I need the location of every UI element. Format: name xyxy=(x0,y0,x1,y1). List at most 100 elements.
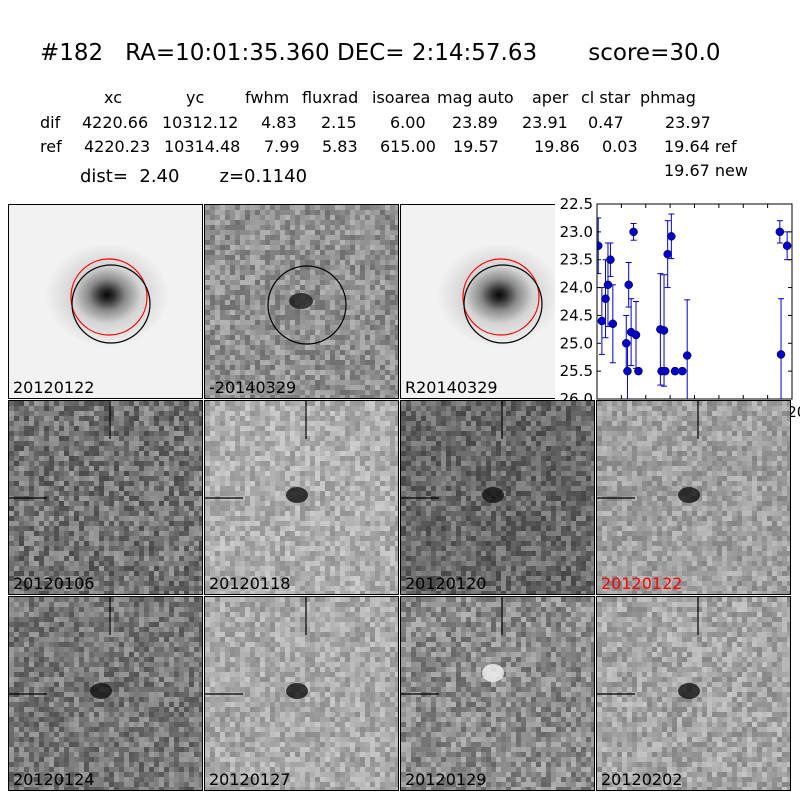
aperture-circle-black xyxy=(267,265,347,345)
table-cell: 23.97 xyxy=(665,113,711,132)
data-point xyxy=(667,232,676,241)
stamp-epoch: 20120202 xyxy=(596,596,791,791)
table-cell: 4.83 xyxy=(261,113,297,132)
stamp-epoch: 20120106 xyxy=(8,400,203,595)
stamp-label: 20120127 xyxy=(209,770,291,789)
stamp-difference: -20140329 xyxy=(204,204,399,399)
crosshair xyxy=(597,597,699,695)
data-point xyxy=(629,227,638,237)
column-header: aper xyxy=(532,88,569,107)
y-tick-label: 24.5 xyxy=(560,306,593,324)
column-header: fluxrad xyxy=(302,88,359,107)
plot-background xyxy=(555,193,800,418)
table-cell: 19.86 xyxy=(534,137,580,156)
table-cell: 5.83 xyxy=(322,137,358,156)
stamp-label: 20120106 xyxy=(13,574,95,593)
noise-image xyxy=(401,597,594,790)
stamp-reference-galaxy: 20120122 xyxy=(8,204,203,399)
stamp-label: 20120129 xyxy=(405,770,487,789)
y-tick-label: 25.5 xyxy=(560,362,593,380)
crosshair xyxy=(401,401,503,499)
table-cell: 4220.23 xyxy=(84,137,151,156)
crosshair xyxy=(205,401,307,499)
light-curve-svg: 22.523.023.524.024.525.025.526.0-2002040… xyxy=(555,193,800,421)
table-cell: 19.57 xyxy=(453,137,499,156)
column-header: yc xyxy=(186,88,205,107)
data-point xyxy=(776,350,786,359)
data-point xyxy=(624,280,633,290)
new-mag-note: 19.67 new xyxy=(664,161,748,180)
data-point xyxy=(597,316,607,326)
table-cell: 6.00 xyxy=(390,113,426,132)
crosshair xyxy=(401,597,503,695)
crosshair xyxy=(9,597,111,695)
stamp-label: 20120118 xyxy=(209,574,291,593)
noise-image xyxy=(205,401,398,594)
data-point xyxy=(606,255,615,264)
noise-image xyxy=(597,597,790,790)
stamp-epoch: 20120120 xyxy=(400,400,595,595)
source-blob xyxy=(286,487,308,503)
table-cell: 0.47 xyxy=(588,113,624,132)
table-cell: 4220.66 xyxy=(82,113,149,132)
y-tick-label: 24.0 xyxy=(560,279,593,297)
noise-image xyxy=(205,205,398,398)
stamp-epoch: 20120124 xyxy=(8,596,203,791)
noise-image xyxy=(9,597,202,790)
column-header: phmag xyxy=(640,88,696,107)
aperture-circle-black xyxy=(463,264,543,344)
table-cell: 7.99 xyxy=(264,137,300,156)
table-cell: 19.64 ref xyxy=(664,137,737,156)
row-label: dif xyxy=(40,113,61,132)
noise-image xyxy=(9,401,202,594)
column-header: isoarea xyxy=(372,88,431,107)
stamp-epoch: 20120118 xyxy=(204,400,399,595)
column-header: mag auto xyxy=(437,88,514,107)
data-point xyxy=(670,366,680,376)
stamp-label: 20120122 xyxy=(13,378,95,397)
y-tick-label: 23.5 xyxy=(560,251,593,269)
aperture-circle-red xyxy=(70,258,148,336)
y-tick-label: 22.5 xyxy=(560,195,593,213)
page-title: #182 RA=10:01:35.360 DEC= 2:14:57.63 sco… xyxy=(40,40,721,66)
table-cell: 10314.48 xyxy=(164,137,241,156)
table-cell: 23.91 xyxy=(522,113,568,132)
y-tick-label: 23.0 xyxy=(560,223,593,241)
difference-overlay xyxy=(267,265,347,345)
distance-redshift-line: dist= 2.40 z=0.1140 xyxy=(80,166,308,187)
aperture-circle-red xyxy=(462,258,540,336)
stamp-epoch: 20120129 xyxy=(400,596,595,791)
column-header: xc xyxy=(104,88,122,107)
crosshair xyxy=(597,401,699,499)
stamp-label: 20120202 xyxy=(601,770,683,789)
y-tick-label: 25.0 xyxy=(560,334,593,352)
table-cell: 615.00 xyxy=(380,137,436,156)
source-blob xyxy=(678,683,700,699)
stamp-label: -20140329 xyxy=(209,378,297,397)
crosshair xyxy=(9,401,111,499)
data-point xyxy=(663,249,672,259)
plot-points-group xyxy=(597,213,792,399)
data-point xyxy=(623,366,632,376)
data-point xyxy=(597,241,603,251)
source-blob xyxy=(482,664,504,682)
data-point xyxy=(682,351,692,360)
row-label: ref xyxy=(40,137,62,156)
data-point xyxy=(659,326,669,335)
stamp-label: R20140329 xyxy=(405,378,498,397)
table-cell: 23.89 xyxy=(452,113,498,132)
table-cell: 10312.12 xyxy=(162,113,239,132)
stamp-epoch: 20120127 xyxy=(204,596,399,791)
column-header: cl star xyxy=(581,88,631,107)
table-cell: 2.15 xyxy=(321,113,357,132)
data-point xyxy=(661,366,670,376)
data-point xyxy=(782,241,792,251)
crosshair xyxy=(205,597,307,695)
stamp-label: 20120120 xyxy=(405,574,487,593)
source-blob xyxy=(482,487,504,503)
source-blob xyxy=(90,683,112,699)
galaxy-image xyxy=(9,205,202,398)
stamp-label: 20120122 xyxy=(601,574,683,593)
data-point xyxy=(678,366,687,376)
stamp-label: 20120124 xyxy=(13,770,95,789)
